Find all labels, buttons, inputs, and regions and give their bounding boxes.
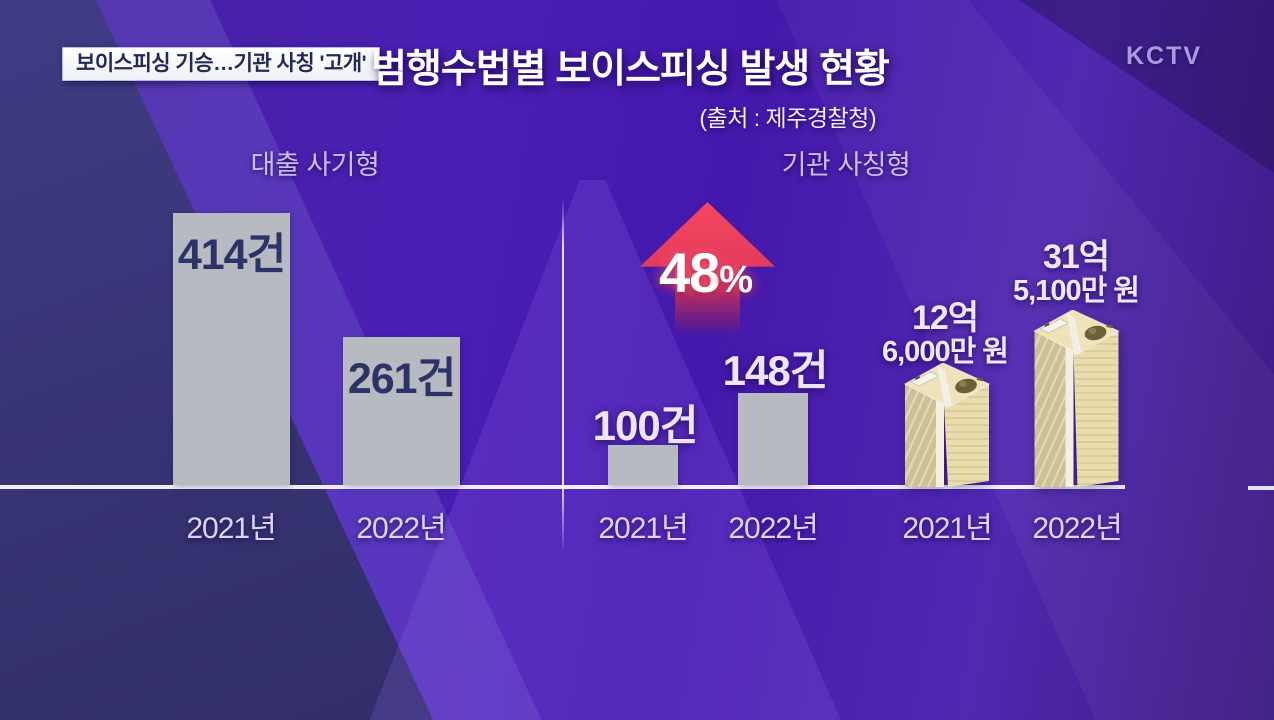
bar-agency-2021 [608, 445, 678, 485]
kctv-logo: KCTV [1126, 42, 1203, 70]
increase-percentage-value: 48 [658, 241, 720, 304]
damage-amount-2022-line2: 5,100만 원 [1013, 275, 1140, 307]
percent-sign: % [719, 259, 753, 301]
x-tick-agency-2022: 2022년 [728, 512, 818, 545]
page-title: 범행수법별 보이스피싱 발생 현황 [371, 48, 890, 91]
bar-value-agency-2022: 148건 [722, 347, 829, 394]
damage-amount-2021-line1: 12억 [911, 299, 979, 337]
money-stack-icon-2021 [903, 363, 991, 487]
bar-agency-2022 [738, 393, 808, 485]
x-tick-damage-2021: 2021년 [902, 512, 992, 545]
damage-amount-2022-line1: 31억 [1042, 238, 1110, 276]
money-stack-icon-2022 [1033, 310, 1120, 487]
source-credit: (출처 : 제주경찰청) [699, 105, 876, 131]
x-tick-loan-2021: 2021년 [186, 512, 276, 545]
damage-amount-2021-line2: 6,000만 원 [882, 336, 1009, 368]
bar-loan-fraud-2022: 261건 [343, 337, 460, 485]
bar-value-label: 261건 [347, 355, 456, 403]
x-tick-agency-2021: 2021년 [598, 512, 688, 545]
x-axis-line [0, 485, 1125, 489]
bar-loan-fraud-2021: 414건 [173, 213, 290, 485]
bar-value-agency-2021: 100건 [592, 402, 699, 449]
x-axis-line-right-segment [1248, 486, 1274, 490]
bar-value-label: 414건 [177, 231, 286, 279]
section-title-agency-impersonation: 기관 사칭형 [781, 150, 911, 180]
section-title-loan-fraud: 대출 사기형 [250, 150, 380, 180]
x-tick-loan-2022: 2022년 [356, 512, 446, 545]
increase-percentage: 48% [638, 240, 773, 305]
news-topic-badge: 보이스피싱 기승…기관 사칭 '고개' [62, 47, 381, 81]
section-divider-line [562, 198, 564, 554]
x-tick-damage-2022: 2022년 [1032, 512, 1122, 545]
